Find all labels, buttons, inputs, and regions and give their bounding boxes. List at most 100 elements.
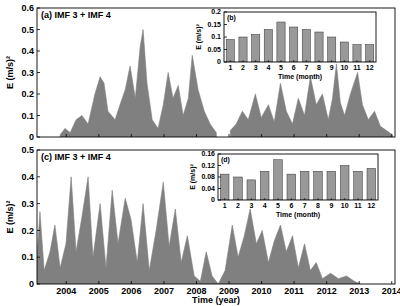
y-tick-label: 0: [29, 279, 34, 289]
x-tick-label: 4: [266, 64, 270, 71]
y-tick-label: 0.3: [21, 68, 34, 78]
bar: [340, 42, 348, 62]
y-axis-label: E (m/s)²: [189, 163, 197, 189]
y-axis-label: E (m/s)²: [5, 56, 15, 89]
bar: [354, 171, 363, 200]
x-tick-label: 9: [329, 202, 333, 209]
x-tick-label: 2: [241, 64, 245, 71]
bar: [302, 30, 310, 63]
bar: [239, 37, 247, 62]
x-tick: [163, 281, 164, 284]
panel: 2004200520062007200820092010201120122013…: [5, 145, 400, 305]
x-tick: [131, 281, 132, 284]
y-tick-label: 0.3: [21, 199, 34, 209]
x-axis-label: Time (month): [276, 211, 320, 219]
bar: [353, 45, 361, 63]
bar: [300, 171, 309, 200]
area: [230, 64, 392, 137]
x-tick: [66, 281, 67, 284]
bar: [226, 40, 234, 63]
y-tick-label: 0.6: [21, 3, 34, 13]
bar: [315, 32, 323, 62]
y-axis-label: E (m/s)²: [5, 200, 15, 233]
bar: [314, 171, 323, 200]
x-tick-label: 2007: [154, 286, 174, 296]
y-tick-label: 0.16: [201, 150, 215, 157]
frame: [218, 154, 378, 200]
x-tick-label: 6: [289, 202, 293, 209]
bar: [290, 27, 298, 62]
x-tick-label: 11: [354, 202, 362, 209]
x-tick-label: 2013: [349, 286, 369, 296]
plot-background: [218, 154, 378, 200]
y-tick-label: 0.12: [201, 162, 215, 169]
x-tick-label: 12: [367, 202, 375, 209]
y-tick-label: 0: [211, 196, 215, 203]
y-tick-label: 0.04: [201, 185, 215, 192]
y-tick-label: 0.5: [21, 145, 34, 155]
x-tick: [326, 281, 327, 284]
y-tick-label: 0.2: [21, 89, 34, 99]
x-tick-label: 1: [223, 202, 227, 209]
x-axis-label: Time (year): [192, 295, 240, 305]
frame: [37, 150, 395, 284]
y-tick-label: 0.1: [21, 111, 34, 121]
x-tick-label: 2004: [56, 286, 76, 296]
x-tick-label: 2: [236, 202, 240, 209]
x-tick-label: 8: [316, 202, 320, 209]
title: (b): [227, 14, 236, 22]
x-tick: [294, 281, 295, 284]
x-tick-label: 2006: [121, 286, 141, 296]
inset-panel: 12345678910111200.040.080.120.16(d)E (m/…: [189, 150, 378, 219]
y-tick-label: 0: [217, 58, 221, 65]
y-tick-label: 0.2: [21, 226, 34, 236]
frame: [224, 12, 376, 62]
y-tick-label: 0.15: [207, 21, 221, 28]
x-tick-label: 7: [303, 202, 307, 209]
x-tick-label: 2011: [284, 286, 304, 296]
title: (d): [221, 156, 230, 164]
y-axis-label: E (m/s)²: [195, 23, 203, 49]
x-tick: [391, 281, 392, 284]
x-axis-label: Time (month): [278, 73, 322, 81]
x-tick-label: 4: [263, 202, 267, 209]
inset-panel: 12345678910111200.050.10.150.2(b)E (m/s)…: [195, 8, 376, 81]
marks: [60, 30, 392, 138]
y-tick-label: 0.1: [21, 252, 34, 262]
x-tick-label: 1: [228, 64, 232, 71]
bar: [264, 30, 272, 63]
marks: [226, 22, 374, 62]
plot-background: [37, 8, 395, 137]
figure: 0 0.1 0.2 0.3 0.4 0.5 0.6 (a) IMF 3 + IMF 4 E (m…: [0, 0, 400, 306]
bar: [287, 174, 296, 200]
x-tick: [229, 281, 230, 284]
bar: [252, 35, 260, 63]
bar: [328, 37, 336, 62]
plot-background: [37, 150, 395, 284]
area: [60, 30, 216, 138]
y-tick-label: 0.08: [201, 173, 215, 180]
bar: [367, 168, 376, 200]
plot-background: [224, 12, 376, 62]
y-tick-label: 0.4: [21, 172, 34, 182]
bar: [366, 45, 374, 63]
x-tick-label: 9: [330, 64, 334, 71]
x-tick-label: 3: [249, 202, 253, 209]
x-tick-label: 12: [366, 64, 374, 71]
x-tick: [261, 281, 262, 284]
x-tick-label: 8: [317, 64, 321, 71]
bar: [234, 177, 243, 200]
y-tick-label: 0: [29, 132, 34, 142]
x-tick-label: 2012: [317, 286, 337, 296]
x-tick-label: 3: [254, 64, 258, 71]
x-tick-label: 11: [353, 64, 361, 71]
bar: [277, 22, 285, 62]
x-tick-label: 7: [304, 64, 308, 71]
x-tick-label: 2005: [89, 286, 109, 296]
title: (a) IMF 3 + IMF 4: [41, 10, 111, 20]
y-tick-label: 0.4: [21, 46, 34, 56]
bar: [220, 174, 229, 200]
panel: 00.10.20.30.40.50.6(a) IMF 3 + IMF 4E (m…: [5, 3, 395, 142]
bar: [274, 160, 283, 200]
x-tick-label: 5: [276, 202, 280, 209]
